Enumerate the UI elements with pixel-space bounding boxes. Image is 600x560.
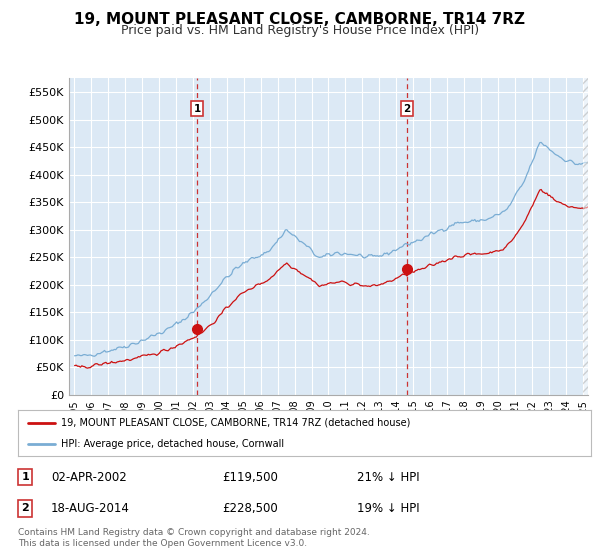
Text: 19, MOUNT PLEASANT CLOSE, CAMBORNE, TR14 7RZ: 19, MOUNT PLEASANT CLOSE, CAMBORNE, TR14… — [74, 12, 526, 27]
Text: Price paid vs. HM Land Registry's House Price Index (HPI): Price paid vs. HM Land Registry's House … — [121, 24, 479, 36]
Text: £228,500: £228,500 — [222, 502, 278, 515]
Text: 19, MOUNT PLEASANT CLOSE, CAMBORNE, TR14 7RZ (detached house): 19, MOUNT PLEASANT CLOSE, CAMBORNE, TR14… — [61, 418, 410, 428]
Text: Contains HM Land Registry data © Crown copyright and database right 2024.
This d: Contains HM Land Registry data © Crown c… — [18, 528, 370, 548]
Text: HPI: Average price, detached house, Cornwall: HPI: Average price, detached house, Corn… — [61, 439, 284, 449]
Text: 19% ↓ HPI: 19% ↓ HPI — [357, 502, 419, 515]
Text: 1: 1 — [193, 104, 200, 114]
Text: 02-APR-2002: 02-APR-2002 — [51, 470, 127, 484]
Text: 18-AUG-2014: 18-AUG-2014 — [51, 502, 130, 515]
Text: £119,500: £119,500 — [222, 470, 278, 484]
Text: 2: 2 — [403, 104, 410, 114]
Text: 2: 2 — [22, 503, 29, 514]
Text: 21% ↓ HPI: 21% ↓ HPI — [357, 470, 419, 484]
Text: 1: 1 — [22, 472, 29, 482]
